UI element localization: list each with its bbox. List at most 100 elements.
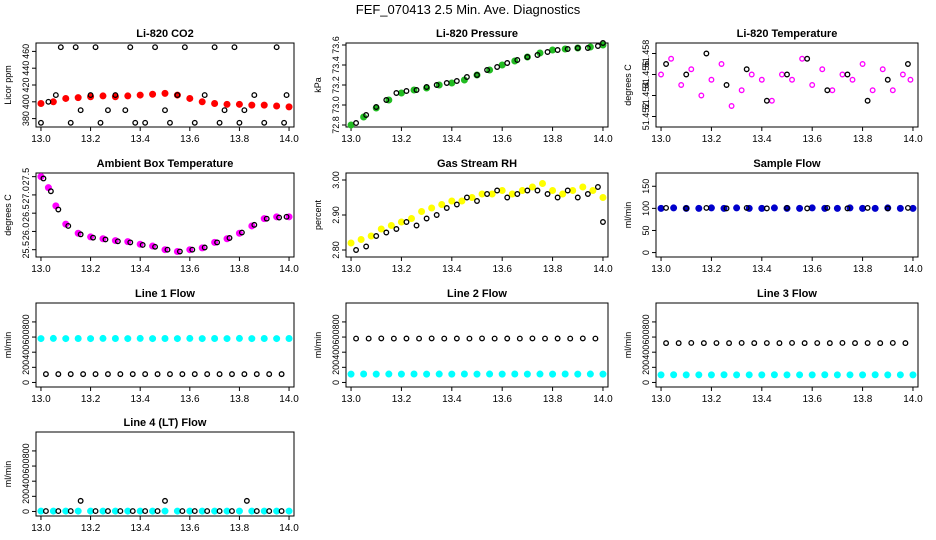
data-point xyxy=(122,107,129,114)
data-point xyxy=(403,335,410,342)
data-point xyxy=(261,119,268,126)
data-point xyxy=(162,107,168,114)
data-point xyxy=(670,371,678,379)
data-point xyxy=(494,187,501,194)
x-tick-label: 14.0 xyxy=(279,394,299,405)
x-tick-label: 13.4 xyxy=(752,394,772,405)
y-tick-label: 200 xyxy=(21,489,31,504)
data-point xyxy=(768,97,775,104)
y-tick-label: 800 xyxy=(641,314,651,329)
data-point xyxy=(909,371,917,379)
data-point xyxy=(484,191,491,197)
y-axis-label: ml/min xyxy=(3,332,13,359)
data-point xyxy=(189,246,196,253)
x-tick-label: 13.2 xyxy=(81,264,101,275)
data-point xyxy=(599,194,607,201)
data-point xyxy=(809,82,816,88)
data-point xyxy=(191,508,198,515)
x-tick-label: 13.2 xyxy=(702,264,722,275)
data-point xyxy=(221,107,228,114)
data-point xyxy=(902,340,909,347)
y-axis-label: ml/min xyxy=(623,332,633,359)
data-point xyxy=(789,340,795,346)
chart-panel-line3: Line 3 Flow 13.0 13.2 13.4 13.6 13.8 14.0 0 2004… xyxy=(623,288,923,405)
data-point xyxy=(579,183,587,191)
data-point xyxy=(124,335,132,343)
data-point xyxy=(529,335,536,342)
data-point xyxy=(871,371,879,379)
series-black xyxy=(353,335,599,342)
data-point xyxy=(353,247,360,253)
data-point xyxy=(907,76,914,83)
data-point xyxy=(494,64,501,70)
data-point xyxy=(864,340,871,346)
chart-title: Sample Flow xyxy=(753,158,821,170)
data-point xyxy=(796,371,804,379)
data-point xyxy=(821,371,829,379)
data-point xyxy=(223,100,231,108)
data-point xyxy=(238,229,245,236)
data-point xyxy=(738,87,745,94)
data-point xyxy=(201,244,208,251)
x-tick-label: 13.2 xyxy=(392,134,412,145)
data-point xyxy=(448,370,456,378)
data-point xyxy=(833,204,841,212)
data-point xyxy=(418,208,426,215)
data-point xyxy=(403,219,410,225)
figure-title: FEF_070413 2.5 Min. Ave. Diagnostics xyxy=(356,2,581,17)
data-point xyxy=(758,76,765,83)
y-tick-label: 73.2 xyxy=(331,76,341,94)
data-point xyxy=(523,370,531,378)
x-tick-label: 14.0 xyxy=(279,523,299,534)
data-point xyxy=(416,335,423,342)
data-point xyxy=(92,371,99,378)
data-point xyxy=(599,370,607,378)
data-point xyxy=(899,71,906,78)
chart-panel-pressure: Li-820 Pressure 13.0 13.2 13.4 13.6 13.8 14.0 7… xyxy=(313,28,613,145)
data-point xyxy=(114,238,121,245)
data-point xyxy=(443,80,450,86)
data-point xyxy=(117,508,124,515)
data-point xyxy=(433,82,440,88)
chart-panel-sampleflow: Sample Flow 13.0 13.2 13.4 13.6 13.8 14.0 0 50 10… xyxy=(623,158,923,275)
data-point xyxy=(393,90,400,96)
y-axis-label: ml/min xyxy=(623,202,633,229)
data-point xyxy=(819,66,826,73)
x-tick-label: 13.2 xyxy=(392,394,412,405)
x-tick-label: 13.6 xyxy=(180,394,200,405)
y-tick-label: 50 xyxy=(641,225,651,235)
data-point xyxy=(129,371,136,378)
x-tick-label: 14.0 xyxy=(593,134,613,145)
data-point xyxy=(353,335,360,342)
x-tick-label: 13.0 xyxy=(31,523,51,534)
data-point xyxy=(435,370,443,378)
data-point xyxy=(365,335,372,342)
data-point xyxy=(372,370,380,378)
data-point xyxy=(74,94,82,102)
y-tick-label: 800 xyxy=(331,314,341,329)
data-point xyxy=(353,120,360,126)
data-point xyxy=(363,243,370,250)
data-point xyxy=(67,371,74,378)
y-tick-label: 200 xyxy=(641,360,651,375)
data-point xyxy=(281,119,288,126)
data-point xyxy=(698,92,705,99)
data-point xyxy=(703,50,710,57)
data-point xyxy=(708,76,715,83)
series-yellow xyxy=(347,180,607,247)
data-point xyxy=(826,340,833,347)
x-tick-label: 13.8 xyxy=(543,394,563,405)
data-point xyxy=(167,371,173,378)
data-point xyxy=(658,71,664,78)
x-tick-label: 13.8 xyxy=(853,394,873,405)
data-point xyxy=(149,90,157,98)
data-point xyxy=(390,335,397,342)
data-point xyxy=(186,94,194,102)
data-point xyxy=(260,334,268,342)
data-point xyxy=(92,508,99,515)
data-point xyxy=(104,508,111,515)
plot-frame xyxy=(655,302,919,388)
data-point xyxy=(799,55,806,62)
data-point xyxy=(278,508,285,515)
data-point xyxy=(441,335,448,342)
